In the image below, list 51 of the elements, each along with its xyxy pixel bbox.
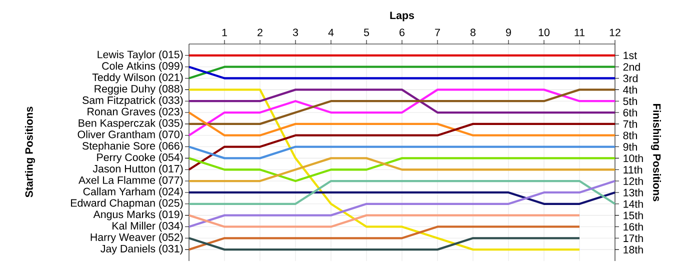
series-label: Lewis Taylor (015) [98,50,183,60]
x-tick-label: 12 [610,28,620,36]
x-tick-label: 8 [470,28,476,36]
y2-tick-label: 4th [623,86,637,94]
series-label: Axel La Flamme (077) [78,176,183,186]
series-label: Stephanie Sore (066) [82,142,183,152]
text: Starting Positions [25,106,36,198]
y2-tick-label: 7th [623,120,637,128]
x-axis-title: Laps [390,12,414,22]
series-label: Angus Marks (019) [93,210,183,220]
series-label: Harry Weaver (052) [90,233,183,244]
x-tick-label: 2 [258,28,262,36]
series-label: Kal Miller (034) [112,222,183,232]
x-tick-label: 9 [506,28,511,36]
y2-tick-label: 9th [623,142,637,151]
series-label: Jason Hutton (017) [92,164,183,175]
x-tick-label: 10 [538,28,550,36]
y2-tick-label: 3rd [623,74,638,82]
x-tick-label: 5 [364,28,370,36]
y2-tick-label: 11th [624,166,642,174]
series-label: Sam Fitzpatrick (033) [82,96,183,106]
y2-tick-label: 10th [624,154,643,162]
series-label: Perry Cooke (054) [97,153,183,164]
y2-tick-label: 1st [624,52,637,60]
y2-tick-label: 8th [623,131,637,140]
x-tick-label: 4 [328,28,334,36]
x-tick-label: 6 [400,28,404,36]
x-tick-label: 3 [292,28,298,36]
y2-tick-label: 16th [624,222,643,231]
y2-tick-label: 17th [624,234,643,242]
series-label: Callam Yarham (024) [83,187,183,198]
series-label: Reggie Duhy (088) [94,84,183,95]
y2-tick-label: 13th [624,188,643,196]
y2-tick-label: 6th [623,108,637,116]
x-tick-label: 7 [435,28,440,36]
series-label: Ben Kasperczak (035) [78,118,183,129]
series-label: Ronan Graves (023) [88,108,183,118]
y2-tick-label: 14th [624,200,643,208]
y2-tick-label: 5th [623,97,637,106]
series-label: Edward Chapman (025) [71,198,183,209]
x-tick-label: 1 [222,28,227,36]
series-label: Cole Atkins (099) [102,62,183,72]
y2-tick-label: 2nd [623,62,640,71]
series-label: Jay Daniels (031) [100,244,183,255]
series-label: Oliver Grantham (070) [78,130,183,140]
x-tick-label: 11 [574,28,585,36]
series-label: Teddy Wilson (021) [92,73,183,84]
y2-tick-label: 15th [624,211,643,220]
y2-tick-label: 18th [624,246,643,254]
y2-axis-title: Finishing Positions [650,104,661,202]
y2-tick-label: 12th [624,177,643,185]
